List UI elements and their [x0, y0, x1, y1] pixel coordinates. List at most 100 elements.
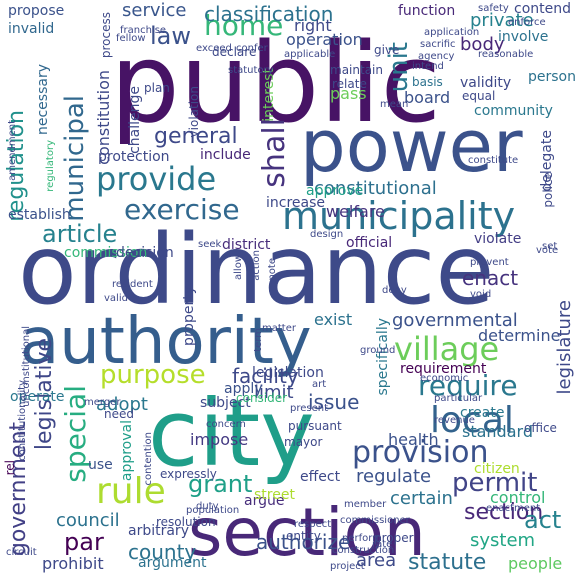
word-require: require: [418, 369, 518, 402]
word-enforce: enforce: [508, 17, 546, 28]
word-regulatory: regulatory: [45, 140, 56, 192]
word-need: need: [104, 407, 134, 421]
word-basis: basis: [412, 75, 443, 89]
word-matter: matter: [262, 323, 296, 334]
word-law: law: [150, 22, 192, 50]
word-ground: ground: [360, 345, 396, 356]
word-municipality: municipality: [282, 194, 516, 238]
word-present: present: [290, 403, 329, 414]
word-statute: statute: [408, 550, 487, 575]
word-proper: proper: [374, 531, 414, 545]
word-statutory: statutory: [228, 65, 274, 76]
word-set: set: [542, 241, 558, 252]
word-city: city: [148, 380, 315, 487]
word-validity: validity: [460, 75, 512, 91]
word-exercise: exercise: [124, 193, 240, 226]
word-provide: provide: [96, 160, 217, 198]
word-local: local: [430, 400, 514, 441]
word-decision: decision: [116, 245, 174, 261]
word-seek: seek: [198, 239, 222, 250]
word-argument: argument: [138, 555, 207, 571]
word-determine: determine: [478, 326, 561, 345]
word-application: application: [424, 27, 480, 38]
word-challenge: challenge: [127, 86, 143, 154]
word-member: member: [344, 499, 387, 510]
word-void: void: [470, 289, 492, 300]
word-purpose: purpose: [100, 360, 206, 390]
word-note: note: [267, 258, 278, 281]
word-unconstitutional: unconstitutional: [21, 326, 32, 407]
word-facility: facility: [232, 364, 299, 388]
word-certain: certain: [390, 488, 453, 509]
word-legislature: legislature: [554, 300, 575, 395]
word-approval: approval: [119, 420, 135, 482]
word-home: home: [204, 9, 284, 42]
word-maintain: maintain: [330, 63, 383, 77]
word-violation: violation: [187, 86, 201, 138]
word-act: act: [524, 506, 562, 534]
word-contend: contend: [514, 1, 571, 17]
word-term: term: [253, 328, 264, 352]
word-pursuant: pursuant: [288, 419, 342, 433]
word-grant: grant: [188, 470, 253, 498]
word-control: control: [490, 488, 546, 507]
word-exist: exist: [314, 310, 353, 329]
word-impose: impose: [190, 430, 249, 449]
word-general: general: [154, 124, 238, 149]
word-official: official: [346, 235, 393, 251]
word-police: police: [541, 172, 555, 208]
word-prevent: prevent: [470, 257, 509, 268]
word-argue: argue: [244, 493, 285, 509]
word-constitute: constitute: [468, 155, 519, 166]
word-system: system: [470, 530, 536, 551]
word-mayor: mayor: [284, 435, 323, 449]
word-governmental: governmental: [392, 310, 518, 331]
word-office: office: [524, 421, 557, 435]
word-consider: consider: [236, 391, 288, 405]
word-sacrific: sacrific: [420, 39, 456, 50]
word-resident: resident: [112, 279, 153, 290]
word-operate: operate: [10, 389, 65, 405]
word-merger: merger: [84, 397, 121, 408]
word-agency: agency: [418, 51, 455, 62]
word-design: design: [310, 229, 344, 240]
word-particular: particular: [434, 393, 483, 404]
word-public: public: [110, 19, 441, 147]
word-fellow: fellow: [116, 33, 146, 44]
word-specifically: specifically: [375, 318, 391, 396]
word-function: function: [398, 3, 456, 19]
word-invalid: invalid: [8, 21, 55, 37]
word-service: service: [122, 0, 187, 21]
word-welfare: welfare: [326, 202, 385, 221]
word-section: section: [188, 494, 426, 571]
word-allow: allow: [233, 254, 244, 280]
word-par: par: [64, 528, 104, 556]
word-increase: increase: [266, 195, 326, 211]
word-give: give: [374, 43, 400, 57]
word-board: board: [404, 88, 451, 107]
word-pass: pass: [330, 84, 367, 103]
word-concern: concern: [206, 419, 246, 430]
word-shall: shall: [257, 118, 292, 188]
word-project: project: [330, 561, 365, 572]
word-area: area: [356, 550, 397, 571]
word-classification: classification: [204, 2, 334, 26]
word-commissioner: commissioner: [340, 515, 410, 526]
word-confer: confer: [236, 43, 268, 54]
word-constitution: constitution: [94, 70, 113, 165]
word-health: health: [388, 430, 439, 449]
word-action: action: [251, 250, 262, 281]
word-property: property: [181, 286, 197, 346]
word-expressly: expressly: [160, 467, 217, 481]
word-intend: intend: [412, 61, 444, 72]
word-violate: violate: [474, 231, 522, 247]
word-right: right: [294, 16, 332, 35]
word-community: community: [474, 103, 553, 119]
word-involve: involve: [498, 29, 549, 45]
word-commission: commission: [64, 245, 148, 261]
word-authority: authority: [20, 305, 312, 379]
word-enactment: enactment: [486, 503, 541, 514]
word-provision: provision: [352, 435, 489, 470]
word-authorize: authorize: [256, 530, 351, 554]
